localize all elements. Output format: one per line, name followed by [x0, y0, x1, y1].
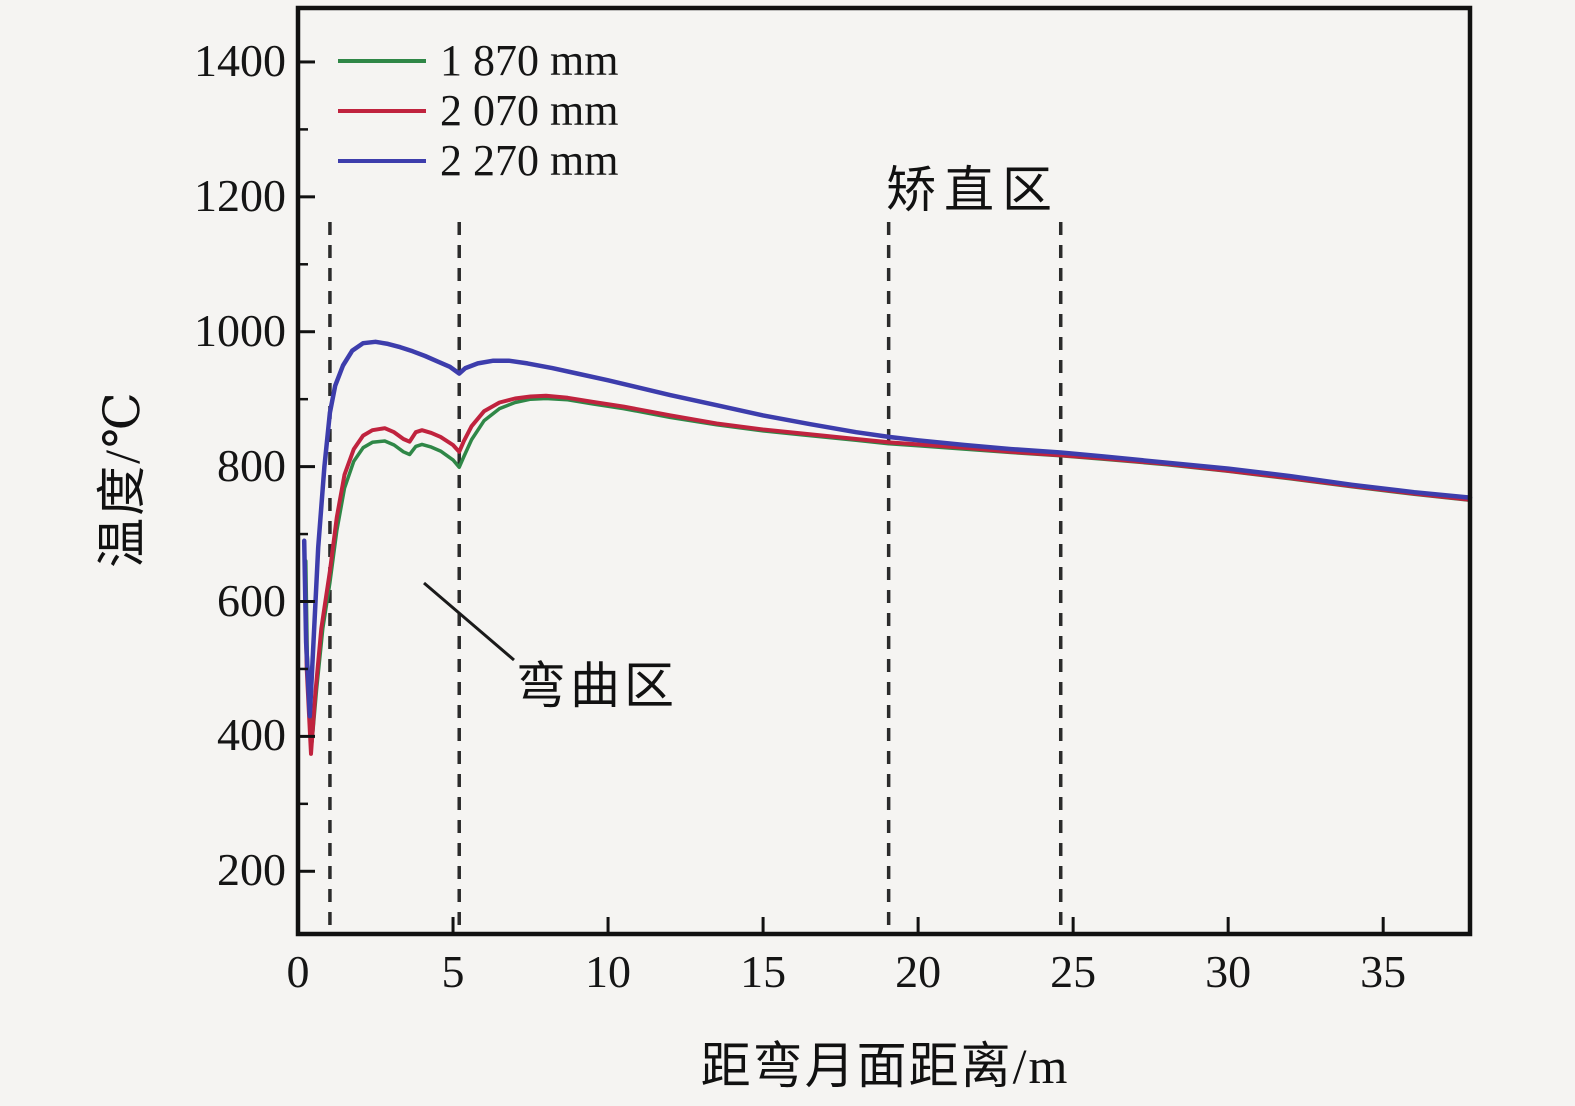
legend-label-1870mm: 1 870 mm [440, 36, 619, 85]
legend-label-2070mm: 2 070 mm [440, 86, 619, 135]
x-tick-label-15: 15 [740, 946, 787, 997]
legend-line-swatch-2270mm [338, 159, 426, 163]
legend-item-2070mm: 2 070 mm [338, 86, 618, 136]
x-tick-label-5: 5 [441, 946, 465, 997]
annotation-bending-zone: 弯曲区 [516, 658, 678, 714]
legend-item-1870mm: 1 870 mm [338, 36, 618, 86]
y-tick-label-600: 600 [217, 574, 286, 626]
series-line-2070mm [302, 393, 1472, 756]
legend-line-swatch-2070mm [338, 109, 426, 113]
x-axis-title: 距弯月面距离/m [700, 1038, 1070, 1094]
y-tick-label-1200: 1200 [194, 169, 286, 221]
y-tick-label-1400: 1400 [194, 34, 286, 86]
axes-frame [295, 5, 1473, 937]
x-tick-label-20: 20 [895, 946, 942, 997]
legend-line-swatch-1870mm [338, 59, 426, 63]
x-tick-label-0: 0 [286, 946, 310, 997]
legend: 1 870 mm 2 070 mm 2 270 mm [338, 36, 618, 186]
y-tick-label-400: 400 [217, 709, 286, 761]
legend-item-2270mm: 2 270 mm [338, 136, 618, 186]
y-tick-label-200: 200 [217, 844, 286, 896]
y-tick-label-1000: 1000 [194, 304, 286, 356]
x-tick-label-25: 25 [1050, 946, 1097, 997]
x-tick-label-35: 35 [1360, 946, 1407, 997]
series-line-2270mm [301, 339, 1473, 719]
annotation-straightening-zone: 矫直区 [886, 162, 1060, 218]
bending-zone-leader-line [423, 581, 515, 662]
x-tick-label-30: 30 [1205, 946, 1252, 997]
y-tick-label-800: 800 [217, 439, 286, 491]
x-tick-label-10: 10 [585, 946, 632, 997]
legend-label-2270mm: 2 270 mm [440, 136, 619, 185]
